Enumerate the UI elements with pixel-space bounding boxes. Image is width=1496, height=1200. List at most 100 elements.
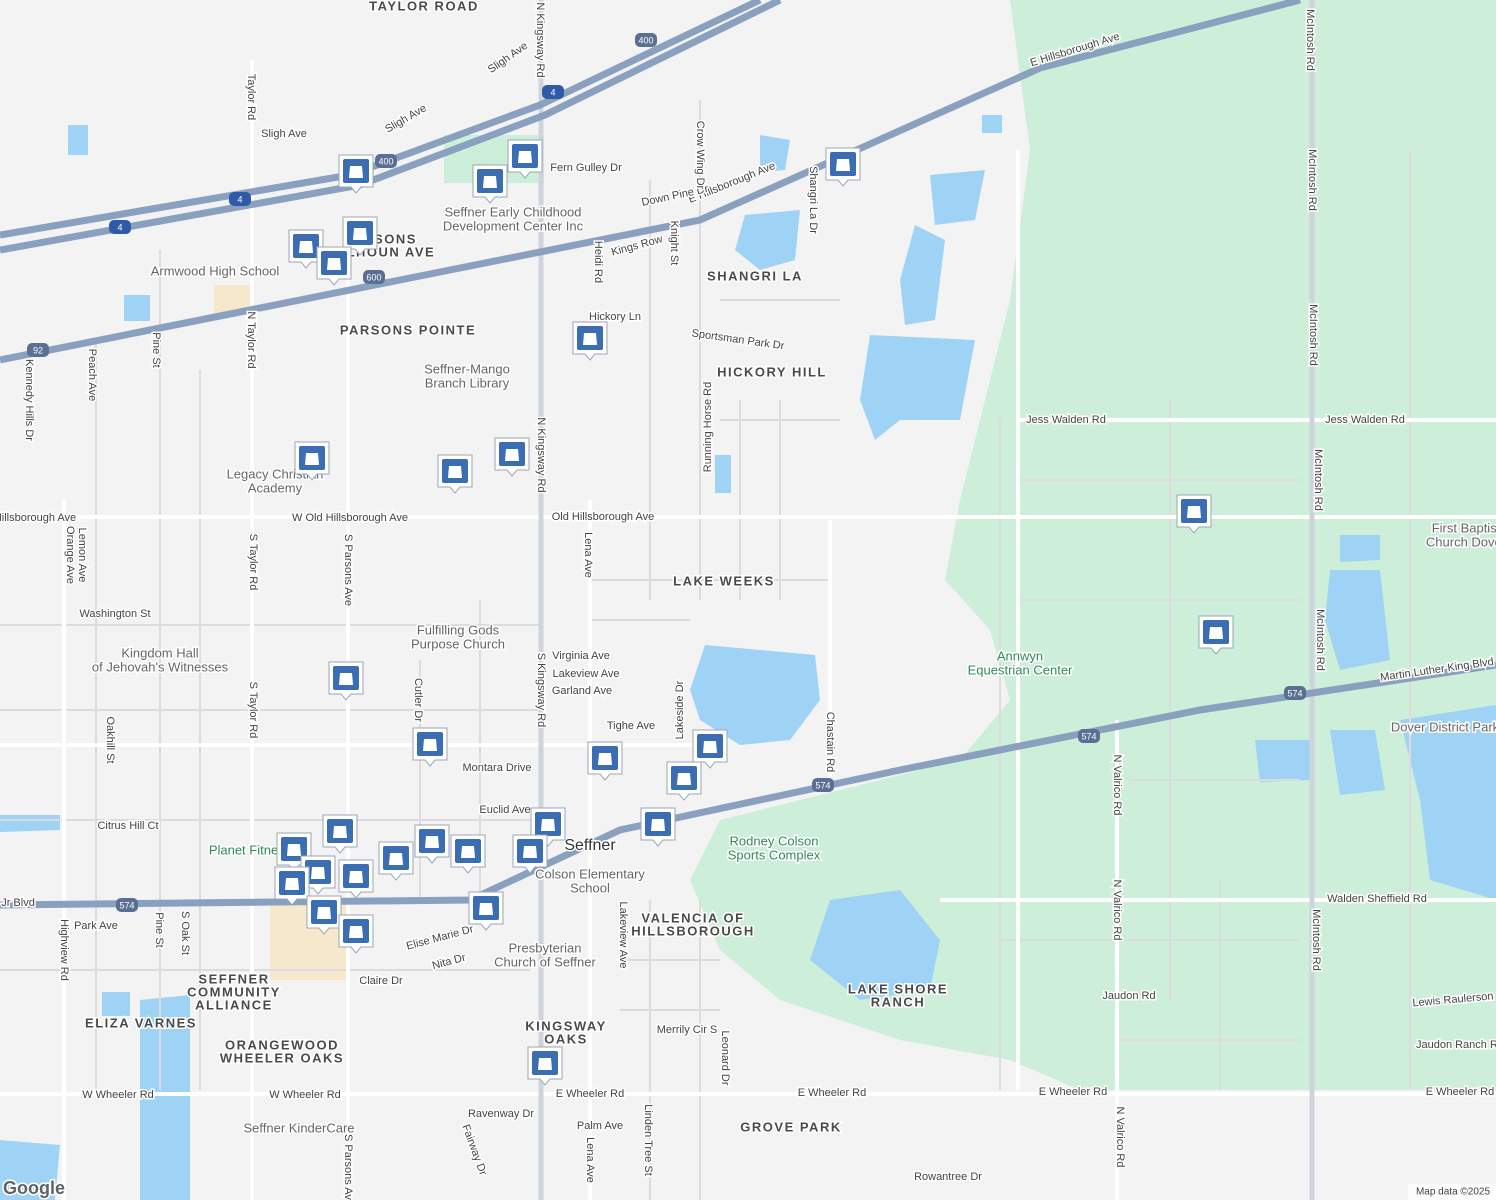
pin-glyph xyxy=(425,836,439,848)
route-number: 4 xyxy=(237,194,242,204)
route-number: 400 xyxy=(638,35,653,45)
pin-glyph xyxy=(598,753,612,765)
pin-glyph xyxy=(349,871,363,883)
route-number: 92 xyxy=(33,345,43,355)
road-label: Pine St xyxy=(153,912,165,947)
poi-pin xyxy=(338,859,374,899)
area-label: SEFFNER xyxy=(198,971,269,986)
road-label: Garland Ave xyxy=(552,685,612,697)
road-label: Sportsman Park Dr xyxy=(691,327,786,352)
arterial xyxy=(0,418,1496,1096)
poi-pin xyxy=(412,727,448,767)
poi-pin xyxy=(527,1046,563,1086)
icons xyxy=(274,139,1234,1086)
road-label: S Parsons Ave xyxy=(342,1134,354,1200)
lake xyxy=(1255,740,1312,782)
poi-label: Purpose Church xyxy=(411,636,505,651)
road-label: N Taylor Rd xyxy=(245,311,257,368)
lake xyxy=(860,335,975,440)
route-shield xyxy=(542,85,564,99)
road-label: Old Hillsborough Ave xyxy=(552,511,655,523)
road-label: Taylor Rd xyxy=(245,74,257,120)
road-label: Elise Marie Dr xyxy=(405,923,475,953)
road-label: E Wheeler Rd xyxy=(798,1087,866,1099)
pond xyxy=(715,455,731,493)
poi-pin xyxy=(306,895,342,935)
road-label: Euclid Ave xyxy=(479,804,530,816)
road-label: S Parsons Ave xyxy=(342,534,354,606)
poi-label: Seffner Early Childhood xyxy=(444,204,581,219)
poi-label: Seffner KinderCare xyxy=(243,1120,354,1135)
road-label: Pine St xyxy=(150,332,162,367)
poi-pin xyxy=(494,437,530,477)
pin-glyph xyxy=(651,819,665,831)
road-label: Fairway Dr xyxy=(459,1123,489,1177)
interstate-4 xyxy=(0,0,762,239)
road-label: E Wheeler Rd xyxy=(1426,1086,1494,1098)
poi-pin xyxy=(338,914,374,954)
area-label: RANCH xyxy=(871,994,925,1009)
pin-glyph xyxy=(479,903,493,915)
poi-pin xyxy=(692,729,728,769)
road-label: Lemon Ave xyxy=(76,528,88,583)
poi-label: Academy xyxy=(248,480,303,495)
road-label: Lakeview Ave xyxy=(552,668,619,680)
road-label: Oakhill St xyxy=(104,716,116,763)
route-shield xyxy=(27,343,49,357)
poi-label: Seffner-Mango xyxy=(424,361,510,376)
poi-label: Rodney Colson xyxy=(730,833,819,848)
road-label: N Kingsway Rd xyxy=(534,2,546,77)
poi-label: First Baptist xyxy=(1432,520,1496,535)
area-label: ORANGEWOOD xyxy=(225,1037,339,1052)
poi-pin xyxy=(288,229,324,269)
route-shield xyxy=(635,33,657,47)
road-label: W Wheeler Rd xyxy=(269,1089,341,1101)
road-label: Jaudon Rd xyxy=(1102,990,1155,1002)
poi-label: Kingdom Hall xyxy=(121,645,198,660)
pin-glyph xyxy=(703,741,717,753)
route-shield xyxy=(363,270,385,284)
road-label: Linden Tree St xyxy=(642,1104,654,1176)
road-label: Ravenway Dr xyxy=(468,1108,534,1120)
lake xyxy=(1330,730,1385,795)
pond xyxy=(982,115,1002,133)
road-label: Kennedy Hills Dr xyxy=(23,359,35,441)
pond xyxy=(68,125,88,155)
road-label: S Taylor Rd xyxy=(247,534,259,591)
pin-glyph xyxy=(677,773,691,785)
road-label: N Valrico Rd xyxy=(1111,755,1123,816)
poi-pin xyxy=(1198,615,1234,655)
road-label: Lakeview Ave xyxy=(617,901,629,968)
poi-label: Fulfilling Gods xyxy=(417,622,500,637)
poi-pin xyxy=(825,147,861,187)
area-label: COMMUNITY xyxy=(187,984,281,999)
road-label: Tighe Ave xyxy=(607,720,655,732)
pin-glyph xyxy=(836,159,850,171)
road-label: Citrus Hill Ct xyxy=(97,820,158,832)
road-label: W Wheeler Rd xyxy=(82,1089,154,1101)
road-label: S Taylor Rd xyxy=(247,682,259,739)
poi-pin xyxy=(328,661,364,701)
poi-label: Armwood High School xyxy=(151,263,280,278)
road-label: Lakeside Dr xyxy=(674,680,686,739)
attribution: Map data ©2025 xyxy=(1416,1187,1491,1198)
lake xyxy=(810,890,940,1000)
road-label: Heidi Rd xyxy=(592,241,604,283)
road-label: N Valrico Rd xyxy=(1114,1107,1126,1168)
area-label: HILLSBOROUGH xyxy=(631,923,754,938)
poi-label: Sports Complex xyxy=(728,847,821,862)
area-label: VALENCIA OF xyxy=(641,910,744,925)
local-streets xyxy=(0,299,1300,1041)
lake xyxy=(1325,570,1390,670)
poi-pin xyxy=(572,321,608,361)
area-label: SHANGRI LA xyxy=(707,268,803,283)
road-label: Rowantree Dr xyxy=(914,1171,982,1183)
pin-glyph xyxy=(523,846,537,858)
road-label: Sligh Ave xyxy=(261,128,307,140)
road-label: Cutler Dr xyxy=(412,678,424,722)
poi-label: Church of Seffner xyxy=(494,954,596,969)
poi-pin xyxy=(472,164,508,204)
pin-glyph xyxy=(349,166,363,178)
interstate-4 xyxy=(0,0,782,254)
